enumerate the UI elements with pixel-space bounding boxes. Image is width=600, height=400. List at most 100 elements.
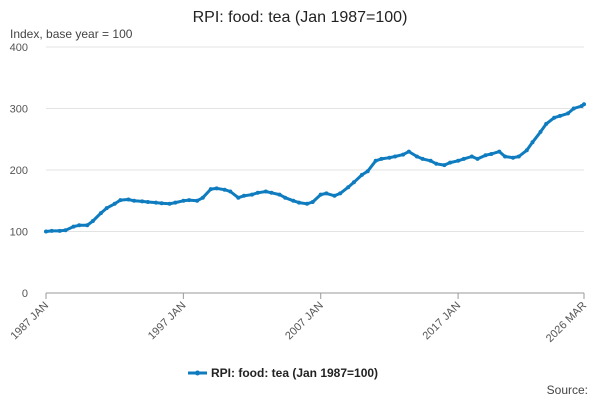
series-layer <box>44 102 586 234</box>
data-point <box>566 111 570 116</box>
data-point <box>497 149 502 154</box>
data-point <box>310 200 315 204</box>
data-point <box>200 195 205 200</box>
data-point <box>456 158 461 163</box>
data-point <box>63 228 68 233</box>
x-tick-label: 1987 JAN <box>8 300 51 343</box>
data-point <box>57 228 62 233</box>
data-point <box>442 163 447 168</box>
data-point <box>524 148 529 153</box>
data-point <box>483 153 488 158</box>
data-point <box>181 198 186 203</box>
y-axis-label: Index, base year = 100 <box>10 27 133 41</box>
data-point <box>98 211 103 216</box>
data-point <box>571 106 576 111</box>
data-point <box>503 154 507 159</box>
data-point <box>167 201 172 206</box>
data-point <box>195 198 200 203</box>
data-point <box>401 152 406 157</box>
data-point <box>387 155 392 160</box>
data-point <box>434 161 439 166</box>
data-point <box>475 156 480 161</box>
data-point <box>49 228 54 233</box>
data-point <box>305 201 309 206</box>
series-line <box>44 102 586 233</box>
legend-label: RPI: food: tea (Jan 1987=100) <box>211 366 378 380</box>
data-point <box>145 200 150 204</box>
data-point <box>511 155 515 160</box>
legend-swatch-marker <box>195 370 200 376</box>
data-point <box>332 193 337 198</box>
x-tick-labels: 1987 JAN 1997 JAN 2007 JAN 2017 JAN 2026 MAR <box>8 300 589 345</box>
data-point <box>90 219 95 223</box>
x-axis <box>45 292 585 299</box>
data-point <box>324 191 329 196</box>
data-point <box>489 152 494 156</box>
data-point <box>365 169 370 174</box>
data-point <box>126 197 131 202</box>
data-point <box>236 195 241 200</box>
data-point <box>104 206 109 211</box>
data-point <box>428 158 433 163</box>
data-point <box>538 129 543 134</box>
data-point <box>222 187 227 192</box>
data-point <box>277 192 282 197</box>
data-point <box>214 186 219 191</box>
data-point <box>558 113 562 118</box>
data-point <box>351 180 356 185</box>
data-point <box>379 156 384 161</box>
data-point <box>359 172 364 177</box>
legend[interactable]: RPI: food: tea (Jan 1987=100) <box>188 366 378 380</box>
x-tick-label: 2026 MAR <box>544 300 589 345</box>
data-point <box>420 156 425 161</box>
data-point <box>346 185 351 190</box>
data-point <box>173 200 178 205</box>
data-point <box>242 193 246 198</box>
data-point <box>552 115 557 120</box>
x-tick-label: 2007 JAN <box>283 300 326 343</box>
data-point <box>118 198 123 203</box>
data-point <box>338 191 343 196</box>
source-label[interactable]: Source: <box>547 383 588 397</box>
data-point <box>208 187 213 192</box>
data-point <box>291 198 296 203</box>
data-point <box>85 223 90 228</box>
data-point <box>283 195 288 200</box>
data-point <box>582 102 586 107</box>
chart-title: RPI: food: tea (Jan 1987=100) <box>193 9 408 26</box>
data-point <box>373 158 378 163</box>
y-tick-label: 300 <box>10 104 28 116</box>
data-point <box>71 224 76 229</box>
data-point <box>318 192 323 197</box>
data-point <box>140 199 145 204</box>
grid-lines <box>46 46 584 232</box>
data-point <box>132 198 137 203</box>
data-point <box>112 201 117 206</box>
data-point <box>187 198 192 203</box>
y-tick-label: 100 <box>10 227 28 239</box>
data-point <box>269 190 274 195</box>
data-point <box>461 156 466 161</box>
y-tick-label: 400 <box>10 42 28 54</box>
data-point <box>530 140 535 145</box>
data-point <box>250 192 254 197</box>
data-point <box>544 121 549 126</box>
data-point <box>255 190 260 195</box>
data-point <box>406 149 411 154</box>
data-point <box>448 160 453 165</box>
y-tick-labels: 0 100 200 300 400 <box>10 42 28 300</box>
data-point <box>44 229 48 234</box>
data-point <box>228 189 233 194</box>
data-point <box>159 201 164 206</box>
data-point <box>469 154 474 159</box>
y-tick-label: 200 <box>10 165 28 177</box>
y-tick-label: 0 <box>22 288 28 300</box>
data-point <box>153 200 158 205</box>
data-point <box>263 189 268 194</box>
data-point <box>516 154 521 159</box>
data-point <box>77 223 82 228</box>
data-point <box>393 154 398 159</box>
x-tick-label: 2017 JAN <box>421 300 464 343</box>
x-tick-label: 1997 JAN <box>146 300 189 343</box>
